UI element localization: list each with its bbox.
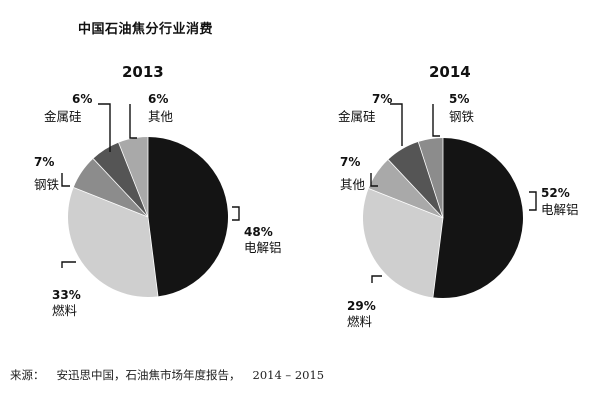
leader-line — [61, 261, 76, 268]
chart-title-2014: 2014 — [429, 63, 471, 81]
slice-2014-金属硅 — [388, 141, 443, 218]
slice-divider — [92, 158, 149, 218]
slice-category-label: 燃料 — [52, 303, 78, 318]
slice-value-label: 33% — [52, 288, 81, 302]
slice-category-label: 电解铝 — [541, 202, 579, 217]
slice-divider — [368, 188, 444, 219]
slice-category-label: 金属硅 — [338, 109, 376, 124]
source-text: 安迅思中国，石油焦市场年度报告， — [56, 368, 241, 382]
figure-title: 中国石油焦分行业消费 — [78, 22, 214, 37]
slice-value-label: 7% — [34, 155, 54, 169]
leader-line — [529, 191, 537, 211]
slice-2014-电解铝 — [432, 138, 523, 298]
slice-2014-其他 — [368, 159, 443, 218]
slice-2013-其他 — [118, 137, 148, 217]
slice-divider — [387, 159, 444, 219]
leader-line — [232, 206, 240, 221]
slice-category-label: 金属硅 — [44, 109, 82, 124]
slice-value-label: 7% — [340, 155, 360, 169]
slice-value-label: 6% — [72, 92, 92, 106]
slice-divider — [417, 141, 444, 219]
slice-category-label: 钢铁 — [34, 177, 60, 192]
leader-line — [370, 173, 378, 187]
slice-value-label: 52% — [541, 186, 570, 200]
slice-value-label: 5% — [449, 92, 469, 106]
leader-line — [390, 103, 403, 146]
slice-category-label: 钢铁 — [449, 109, 475, 124]
slice-category-label: 其他 — [340, 177, 366, 192]
slice-category-label: 其他 — [148, 109, 174, 124]
source-prefix: 来源： — [10, 368, 45, 382]
leader-line — [98, 103, 111, 152]
pie-2013 — [68, 137, 229, 298]
leader-line — [129, 104, 137, 139]
leader-line — [61, 173, 70, 187]
pie-charts: 48%电解铝33%燃料7%钢铁6%金属硅6%其他52%电解铝29%燃料7%其他7… — [34, 92, 579, 329]
slice-value-label: 29% — [347, 299, 376, 313]
leader-line — [432, 104, 440, 137]
slice-value-label: 6% — [148, 92, 168, 106]
slice-value-label: 7% — [372, 92, 392, 106]
source-years: 2014 – 2015 — [252, 368, 325, 382]
slice-2013-金属硅 — [93, 142, 148, 217]
slice-value-label: 48% — [244, 225, 273, 239]
slice-2013-钢铁 — [73, 158, 148, 217]
slice-divider — [147, 216, 159, 297]
pie-2014 — [363, 138, 523, 298]
chart-title-2013: 2013 — [122, 63, 164, 81]
slice-2014-燃料 — [363, 188, 443, 298]
slice-2013-燃料 — [68, 187, 159, 298]
slice-category-label: 电解铝 — [244, 240, 282, 255]
leader-line — [371, 275, 382, 283]
slice-divider — [73, 187, 149, 218]
source-note: 来源： 安迅思中国，石油焦市场年度报告， 2014 – 2015 — [10, 367, 336, 383]
slice-category-label: 燃料 — [347, 314, 373, 329]
slice-divider — [118, 142, 149, 218]
slice-2013-电解铝 — [148, 137, 229, 297]
slice-divider — [432, 217, 444, 298]
